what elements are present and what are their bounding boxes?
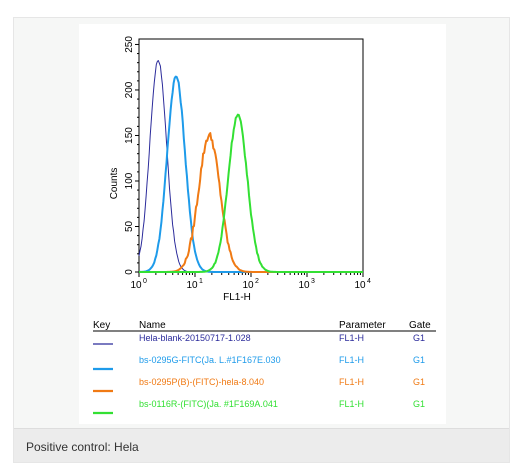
x-tick-label: 10	[186, 280, 198, 291]
legend-table: Key Name Parameter Gate Hela-blank-20150…	[93, 320, 436, 415]
y-tick-label: 250	[124, 36, 135, 53]
legend-header-gate: Gate	[409, 320, 431, 331]
legend-series-name: bs-0295G-FITC(Ja. L.#1F167E.030	[139, 355, 281, 365]
x-tick-label: 10	[298, 280, 310, 291]
y-tick-label: 100	[124, 172, 135, 189]
x-tick-exponent: 2	[255, 278, 259, 285]
legend-header-name: Name	[139, 320, 166, 331]
legend-parameter: FL1-H	[339, 399, 364, 409]
x-tick-exponent: 3	[311, 278, 315, 285]
plot-area	[138, 38, 364, 273]
legend-series-name: Hela-blank-20150717-1.028	[139, 333, 251, 343]
x-tick-exponent: 0	[143, 278, 147, 285]
y-axis: 0 50 100 150 200 250	[124, 36, 139, 275]
x-tick-exponent: 1	[199, 278, 203, 285]
x-tick-label: 10	[130, 280, 142, 291]
x-tick-label: 10	[354, 280, 366, 291]
histogram-series-line	[139, 132, 363, 273]
image-caption: Positive control: Hela	[14, 428, 509, 462]
legend-gate: G1	[413, 377, 425, 387]
legend-series-name: bs-0116R-(FITC)(Ja. #1F169A.041	[139, 399, 278, 409]
legend-series-name: bs-0295P(B)-(FITC)-hela-8.040	[139, 377, 264, 387]
legend-rows: Hela-blank-20150717-1.028 FL1-H G1 bs-0295G…	[93, 333, 425, 415]
y-tick-label: 0	[124, 269, 135, 275]
y-axis-label: Counts	[109, 168, 120, 200]
flow-cytometry-figure: 0 50 100 150 200 250 10 0 10 1 10 2 10 3 10 4 Counts F…	[79, 24, 446, 424]
histogram-series	[138, 60, 363, 273]
x-tick-exponent: 4	[367, 278, 371, 285]
x-axis-label: FL1-H	[223, 292, 251, 303]
legend-gate: G1	[413, 355, 425, 365]
x-tick-label: 10	[242, 280, 254, 291]
y-tick-label: 150	[124, 127, 135, 144]
legend-header-parameter: Parameter	[339, 320, 386, 331]
plot-frame	[138, 38, 364, 273]
legend-gate: G1	[413, 399, 425, 409]
legend-gate: G1	[413, 333, 425, 343]
y-tick-label: 200	[124, 81, 135, 98]
legend-parameter: FL1-H	[339, 355, 364, 365]
x-axis: 10 0 10 1 10 2 10 3 10 4	[130, 272, 371, 291]
histogram-series-line	[139, 113, 363, 273]
caption-text: Positive control: Hela	[26, 440, 139, 454]
legend-parameter: FL1-H	[339, 333, 364, 343]
histogram-series-line	[138, 75, 363, 273]
legend-header-key: Key	[93, 320, 110, 331]
legend-parameter: FL1-H	[339, 377, 364, 387]
y-tick-label: 50	[124, 220, 135, 232]
figure-card: 0 50 100 150 200 250 10 0 10 1 10 2 10 3 10 4 Counts F…	[13, 17, 510, 463]
